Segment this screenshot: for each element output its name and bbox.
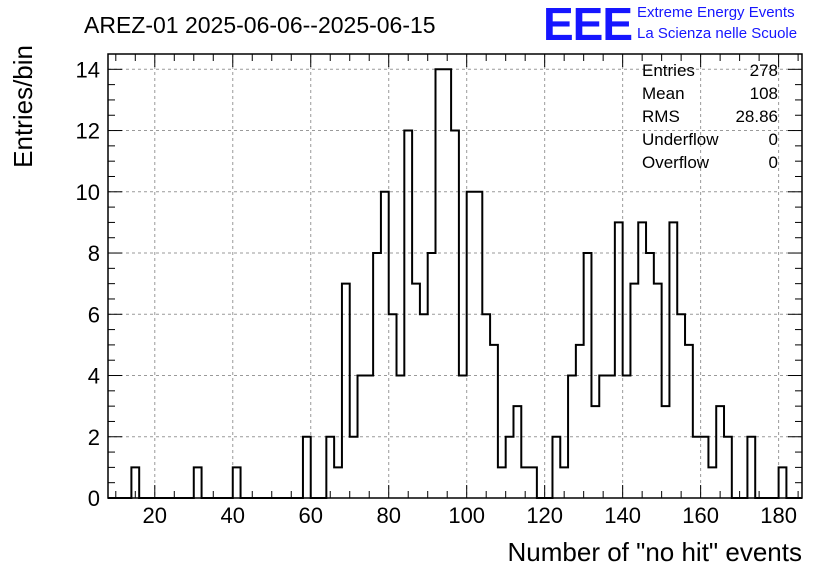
y-tick-label: 10 (76, 180, 100, 205)
stat-overflow-value: 0 (769, 153, 778, 172)
stat-rms-value: 28.86 (735, 107, 778, 126)
eee-logo: EEE Extreme Energy Events La Scienza nel… (543, 0, 797, 50)
logo-line-1: Extreme Energy Events (637, 4, 795, 21)
stat-mean-value: 108 (750, 84, 778, 103)
x-tick-label: 180 (760, 503, 797, 528)
chart-title: AREZ-01 2025-06-06--2025-06-15 (84, 12, 436, 38)
grid-lines (108, 54, 802, 498)
x-tick-label: 160 (682, 503, 719, 528)
x-axis-label: Number of "no hit" events (508, 537, 803, 567)
x-tick-label: 120 (526, 503, 563, 528)
x-tick-labels: 20 40 60 80 100 120 140 160 180 (143, 503, 797, 528)
logo-letters: EEE (543, 0, 632, 50)
stat-underflow-label: Underflow (642, 130, 719, 149)
logo-line-2: La Scienza nelle Scuole (637, 25, 797, 42)
stats-box: Entries 278 Mean 108 RMS 28.86 Underflow… (642, 61, 778, 172)
x-tick-label: 20 (143, 503, 167, 528)
y-tick-labels: 0 2 4 6 8 10 12 14 (76, 57, 100, 511)
axis-ticks (108, 54, 802, 499)
y-axis-label: Entries/bin (8, 45, 38, 168)
y-tick-label: 6 (88, 302, 100, 327)
x-tick-label: 140 (604, 503, 641, 528)
x-tick-label: 80 (376, 503, 400, 528)
y-tick-label: 4 (88, 364, 100, 389)
x-tick-label: 100 (448, 503, 485, 528)
y-tick-label: 0 (88, 486, 100, 511)
y-tick-label: 2 (88, 425, 100, 450)
stat-entries-label: Entries (642, 61, 695, 80)
stat-entries-value: 278 (750, 61, 778, 80)
plot-frame (107, 53, 803, 499)
stat-mean-label: Mean (642, 84, 685, 103)
stat-overflow-label: Overflow (642, 153, 710, 172)
stat-underflow-value: 0 (769, 130, 778, 149)
stat-rms-label: RMS (642, 107, 680, 126)
x-tick-label: 60 (298, 503, 322, 528)
y-tick-label: 8 (88, 241, 100, 266)
x-tick-label: 40 (221, 503, 245, 528)
y-tick-label: 14 (76, 57, 100, 82)
y-tick-label: 12 (76, 119, 100, 144)
